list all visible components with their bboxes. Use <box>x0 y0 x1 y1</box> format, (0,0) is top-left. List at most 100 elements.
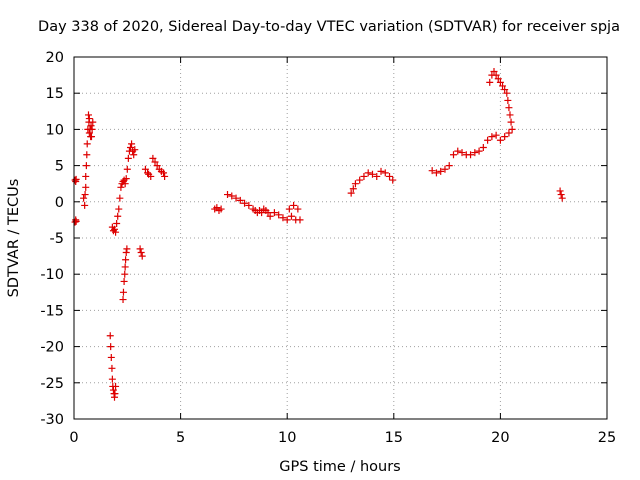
data-point <box>107 343 115 351</box>
data-point <box>228 192 236 200</box>
data-point <box>85 129 93 137</box>
x-tick-label: 10 <box>278 430 296 446</box>
grid-lines <box>74 57 607 419</box>
data-point <box>290 201 298 209</box>
data-point <box>294 205 302 213</box>
x-axis-label: GPS time / hours <box>279 459 400 475</box>
data-point <box>151 158 159 166</box>
data-point <box>85 115 93 123</box>
data-point <box>258 209 266 217</box>
data-point <box>283 216 291 224</box>
data-point <box>81 201 89 209</box>
y-tick-label: 10 <box>46 122 64 138</box>
x-tick-label: 15 <box>385 430 403 446</box>
y-tick-label: -10 <box>40 267 64 283</box>
data-point <box>123 165 131 173</box>
data-point <box>121 270 129 278</box>
data-point <box>108 364 116 372</box>
data-point <box>126 144 134 151</box>
axis-ticks <box>73 56 608 420</box>
data-point <box>117 183 125 191</box>
data-point <box>506 111 514 119</box>
data-point <box>360 172 368 180</box>
data-point <box>437 167 445 175</box>
data-point <box>147 172 155 180</box>
data-point <box>496 78 504 86</box>
data-point <box>351 180 359 188</box>
data-point <box>475 147 483 155</box>
data-point <box>484 136 492 144</box>
data-point <box>507 118 515 126</box>
data-point <box>120 277 128 285</box>
data-point <box>113 220 121 228</box>
data-point <box>112 228 120 236</box>
data-point <box>245 201 253 209</box>
data-point <box>108 375 116 383</box>
data-point <box>119 288 127 296</box>
data-point <box>160 169 168 177</box>
data-point <box>508 125 516 133</box>
y-tick-label: -15 <box>40 303 64 319</box>
y-tick-label: -25 <box>40 376 64 392</box>
data-point <box>80 194 88 202</box>
data-point <box>296 216 304 224</box>
data-point <box>112 382 120 390</box>
data-point <box>488 71 496 79</box>
data-point <box>275 211 283 219</box>
data-point <box>122 256 130 264</box>
data-point <box>144 169 152 177</box>
data-point <box>503 89 511 97</box>
data-point <box>128 140 136 148</box>
data-point <box>458 149 466 157</box>
data-point <box>87 122 95 130</box>
data-point <box>119 296 127 304</box>
data-point <box>449 151 457 159</box>
data-point <box>505 129 513 137</box>
data-point <box>373 172 381 180</box>
data-point <box>492 131 500 139</box>
data-point <box>377 167 385 175</box>
data-point <box>149 154 157 162</box>
data-point <box>83 151 91 159</box>
data-point <box>83 140 91 148</box>
data-point <box>486 78 494 86</box>
data-point <box>471 149 479 157</box>
data-point <box>494 75 502 83</box>
data-point <box>111 390 119 398</box>
data-point <box>141 165 149 173</box>
y-tick-label: 20 <box>46 50 64 66</box>
data-point <box>87 133 95 141</box>
data-point <box>389 176 397 184</box>
data-point <box>499 82 507 90</box>
data-point <box>504 96 512 104</box>
data-point <box>136 245 144 253</box>
data-points <box>71 67 566 401</box>
data-point <box>232 194 240 202</box>
data-point <box>488 133 496 141</box>
data-point <box>122 248 130 256</box>
data-point <box>386 172 394 180</box>
y-tick-label: 15 <box>46 86 64 102</box>
data-point <box>106 332 114 340</box>
data-point <box>109 386 117 394</box>
y-axis-label: SDTVAR / TECUs <box>6 179 22 298</box>
y-tick-label: -5 <box>50 231 64 247</box>
data-point <box>131 146 139 154</box>
data-point <box>368 170 376 178</box>
data-point <box>107 353 115 361</box>
y-tick-labels: -30 -25 -20 -15 -10 -5 0 5 10 15 20 <box>40 50 64 428</box>
data-point <box>349 185 357 193</box>
x-tick-label: 20 <box>491 430 509 446</box>
data-point <box>501 133 509 141</box>
data-point <box>441 165 449 173</box>
data-point <box>558 194 566 202</box>
data-point <box>82 183 90 191</box>
data-point <box>501 86 509 94</box>
data-point <box>496 136 504 144</box>
data-point <box>114 212 122 220</box>
data-point <box>428 167 436 175</box>
plot-frame <box>73 56 608 420</box>
data-point <box>467 151 475 159</box>
data-point <box>490 67 498 75</box>
